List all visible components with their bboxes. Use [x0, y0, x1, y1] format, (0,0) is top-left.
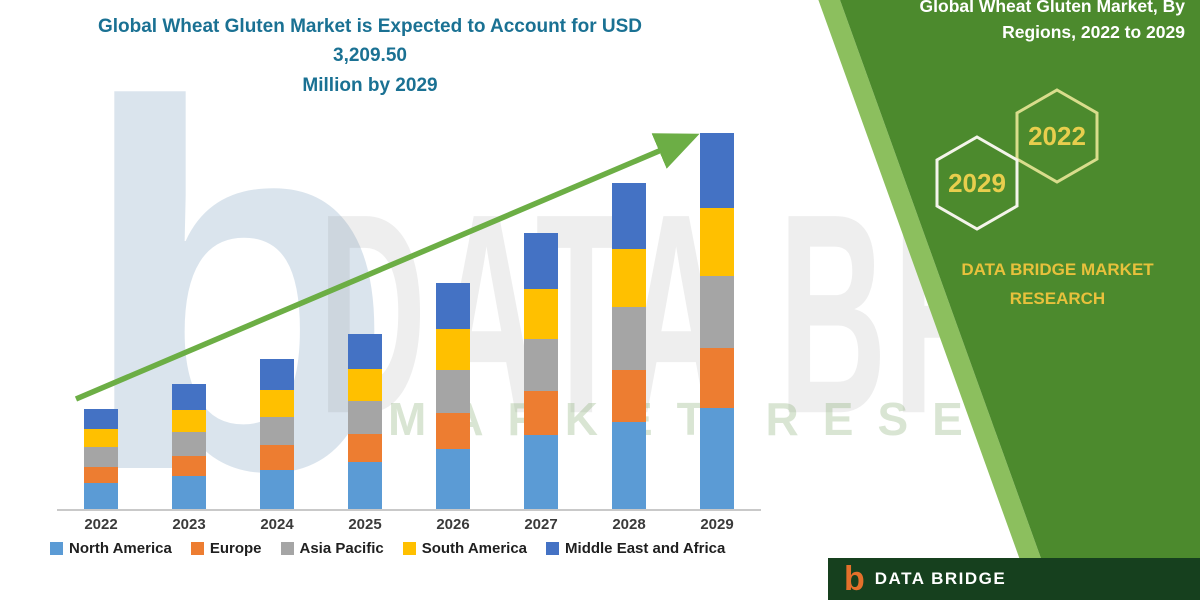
bars-row: [57, 131, 761, 510]
legend-swatch: [190, 542, 204, 555]
databridge-logo-icon: b: [844, 560, 865, 598]
bar-segment: [84, 409, 118, 430]
bar-segment: [348, 462, 382, 510]
bar-segment: [172, 431, 206, 456]
legend-item: North America: [50, 540, 172, 557]
legend-item: Europe: [190, 540, 262, 557]
chart-title-line1: Global Wheat Gluten Market is Expected t…: [97, 16, 643, 67]
bar-segment: [524, 288, 558, 339]
bar-segment: [436, 412, 470, 449]
legend-label: North America: [69, 540, 172, 557]
bar-segment: [84, 447, 118, 467]
bar-segment: [436, 283, 470, 329]
stacked-bar-2028: [612, 182, 646, 510]
bar-segment: [172, 384, 206, 410]
bar-segment: [84, 483, 118, 510]
footer-strip: b DATA BRIDGE: [828, 558, 1200, 600]
bar-column-2028: [585, 131, 673, 510]
bar-column-2026: [409, 131, 497, 510]
bar-segment: [172, 475, 206, 510]
bar-segment: [612, 421, 646, 510]
bar-segment: [524, 390, 558, 436]
legend-label: Europe: [209, 540, 262, 557]
bar-segment: [612, 307, 646, 370]
xaxis-labels: 2022 2023 2024 2025 2026 2027 2028 2029: [57, 516, 761, 533]
bar-segment: [612, 369, 646, 422]
xaxis-label: 2028: [612, 516, 646, 533]
xaxis-label: 2027: [524, 516, 558, 533]
legend-label: Middle East and Africa: [565, 540, 726, 557]
bar-segment: [524, 435, 558, 510]
bar-column-2025: [321, 131, 409, 510]
bar-column-2023: [145, 131, 233, 510]
bar-segment: [436, 328, 470, 370]
legend-swatch: [546, 542, 560, 555]
chart-title: Global Wheat Gluten Market is Expected t…: [60, 12, 680, 100]
stacked-bar-2026: [436, 283, 470, 510]
chart-title-line2: Million by 2029: [302, 74, 438, 96]
legend-swatch: [280, 542, 294, 555]
bar-segment: [84, 429, 118, 448]
legend-item: Middle East and Africa: [546, 540, 725, 557]
bar-segment: [524, 338, 558, 391]
legend-swatch: [402, 542, 416, 555]
xaxis-label: 2023: [172, 516, 206, 533]
xaxis-label: 2029: [700, 516, 734, 533]
bar-segment: [348, 369, 382, 401]
x-axis-line: [57, 509, 761, 511]
bar-segment: [436, 369, 470, 413]
bar-segment: [612, 248, 646, 308]
stacked-bar-2025: [348, 333, 382, 510]
bar-segment: [260, 389, 294, 417]
legend: North America Europe Asia Pacific South Ame…: [50, 540, 790, 557]
stacked-bar-2029: [700, 133, 734, 510]
bar-segment: [172, 409, 206, 432]
xaxis-label: 2022: [84, 516, 118, 533]
stacked-bar-2024: [260, 359, 294, 510]
legend-item: South America: [402, 540, 528, 557]
bar-segment: [700, 276, 734, 348]
legend-label: Asia Pacific: [299, 540, 384, 557]
bar-segment: [700, 347, 734, 409]
xaxis-label: 2024: [260, 516, 294, 533]
bar-segment: [84, 466, 118, 483]
bar-column-2022: [57, 131, 145, 510]
legend-label: South America: [421, 540, 528, 557]
bar-column-2029: [673, 131, 761, 510]
bar-segment: [700, 133, 734, 209]
xaxis-label: 2026: [436, 516, 470, 533]
bar-segment: [172, 455, 206, 476]
xaxis-label: 2025: [348, 516, 382, 533]
bar-segment: [700, 208, 734, 277]
bar-segment: [436, 448, 470, 510]
bar-segment: [348, 400, 382, 435]
bar-column-2024: [233, 131, 321, 510]
bar-segment: [700, 408, 734, 510]
stacked-bar-2023: [172, 384, 206, 510]
bar-segment: [260, 416, 294, 446]
bar-segment: [348, 333, 382, 370]
bar-segment: [260, 445, 294, 470]
bar-segment: [348, 434, 382, 463]
legend-item: Asia Pacific: [280, 540, 384, 557]
legend-swatch: [50, 542, 63, 555]
footer-brand-name: DATA BRIDGE: [874, 569, 1007, 588]
stacked-bar-2027: [524, 233, 558, 510]
stacked-bar-2022: [84, 409, 118, 510]
bar-column-2027: [497, 131, 585, 510]
bar-segment: [260, 469, 294, 510]
bar-segment: [260, 359, 294, 390]
bar-segment: [612, 182, 646, 249]
bar-segment: [524, 233, 558, 289]
